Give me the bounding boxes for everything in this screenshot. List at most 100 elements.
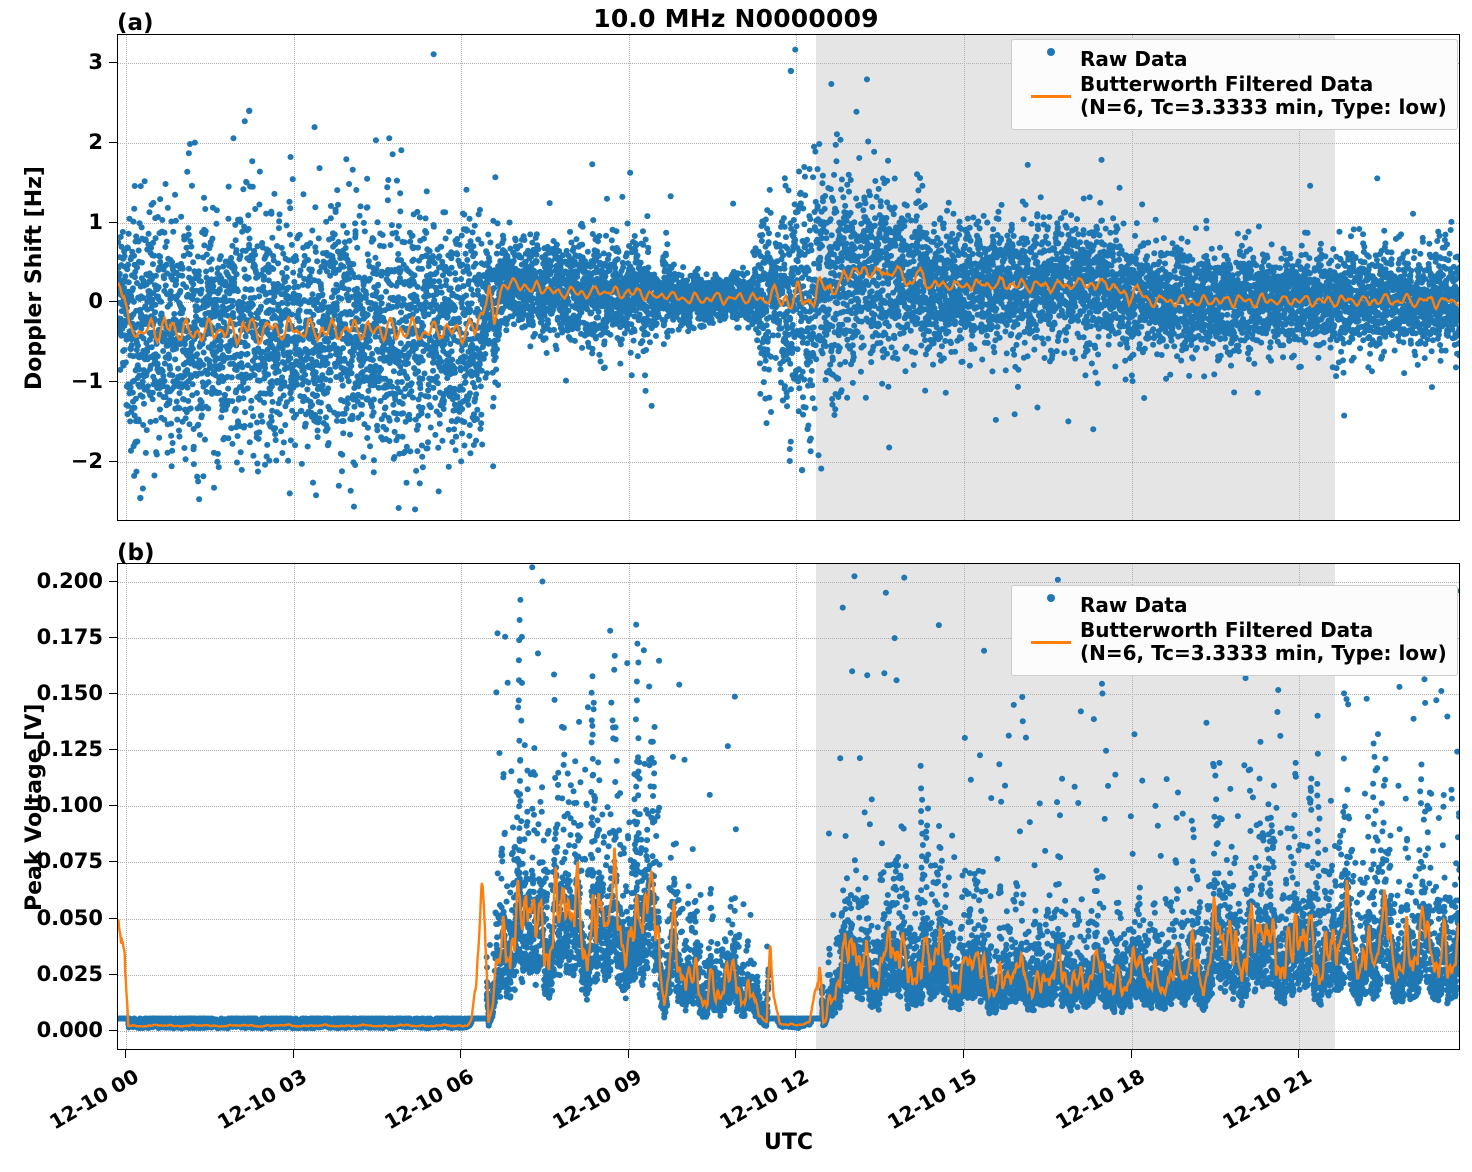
raw-data-peak-point: [1371, 888, 1378, 894]
raw-data-peak-point: [516, 836, 523, 843]
raw-data-outlier-point: [137, 494, 144, 502]
y-axis-tick-mark: [109, 749, 117, 751]
raw-data-peak-point: [589, 822, 596, 829]
filtered-line-icon: [1022, 94, 1080, 98]
x-axis-tick-mark: [963, 1050, 964, 1058]
raw-data-peak-point: [632, 716, 639, 723]
raw-data-peak-point: [1372, 767, 1379, 774]
panel-a-label: (a): [117, 10, 154, 36]
raw-data-peak-point: [919, 830, 926, 837]
y-axis-tick-label: 0.100: [36, 793, 103, 818]
x-axis-tick-label: 12-10 09: [548, 1064, 646, 1135]
legend-filtered-label: Butterworth Filtered Data (N=6, Tc=3.333…: [1080, 71, 1447, 120]
y-gridline: [118, 694, 1459, 696]
raw-data-peak-point: [588, 689, 595, 696]
raw-data-peak-point: [919, 875, 926, 882]
legend-panel-b: Raw Data Butterworth Filtered Data (N=6,…: [1011, 585, 1458, 676]
raw-data-peak-point: [919, 842, 926, 848]
peak-voltage-data-layer: [118, 564, 1459, 1032]
x-axis-tick-mark: [292, 1050, 294, 1058]
raw-data-peak-point: [516, 677, 522, 684]
raw-data-peak-point: [634, 758, 641, 765]
raw-data-peak-point: [1370, 740, 1377, 747]
raw-data-peak-point: [1315, 873, 1322, 880]
raw-data-peak-point: [590, 706, 597, 713]
y-axis-tick-label: 0.025: [36, 961, 103, 986]
raw-data-peak-point: [919, 921, 926, 928]
x-axis-tick-label: 12-10 00: [45, 1064, 144, 1135]
raw-data-peak-point: [514, 814, 521, 821]
x-axis-tick-label: 12-10 15: [883, 1064, 981, 1135]
raw-data-peak-point: [515, 792, 522, 799]
raw-data-peak-point: [1315, 907, 1322, 914]
y-axis-tick-label: 0.050: [36, 905, 103, 930]
raw-data-peak-point: [517, 757, 524, 764]
y-gridline: [118, 142, 1459, 144]
raw-data-peak-point: [590, 805, 597, 812]
raw-data-peak-point: [632, 846, 639, 853]
doppler-shift-data-layer: [118, 46, 1459, 513]
raw-data-peak-point: [1314, 930, 1321, 937]
raw-data-peak-point: [1314, 827, 1321, 833]
x-axis-tick-mark: [1298, 1050, 1300, 1058]
raw-data-outlier-point: [787, 67, 795, 75]
raw-data-peak-point: [635, 735, 642, 742]
y-axis-tick-label: 2: [88, 129, 103, 154]
raw-data-peak-point: [633, 621, 640, 628]
raw-data-peak-point: [1314, 861, 1321, 868]
y-gridline: [118, 862, 1459, 864]
y-gridline: [118, 974, 1459, 976]
raw-data-peak-point: [589, 855, 596, 862]
legend-raw-label: Raw Data: [1080, 593, 1188, 617]
y-axis-tick-mark: [109, 301, 117, 303]
y-axis-tick-label: 0.125: [36, 737, 103, 762]
x-axis-tick-mark: [460, 1050, 462, 1058]
y-axis-tick-label: 0.175: [36, 625, 103, 650]
raw-data-peak-point: [633, 697, 640, 704]
panel-b-label: (b): [117, 540, 155, 566]
y-axis-tick-mark: [109, 141, 117, 143]
y-axis-tick-mark: [109, 973, 117, 975]
x-axis-tick-mark: [125, 1050, 127, 1058]
y-axis-tick-mark: [109, 61, 117, 63]
raw-data-peak-point: [1314, 838, 1321, 845]
legend-panel-a: Raw Data Butterworth Filtered Data (N=6,…: [1011, 39, 1458, 130]
y-axis-tick-mark: [109, 580, 117, 582]
y-axis-tick-label: 0: [88, 289, 103, 314]
butterworth-filtered-line: [118, 264, 1459, 348]
y-gridline: [118, 750, 1459, 752]
raw-data-peak-point: [1372, 807, 1379, 814]
y-gridline: [118, 638, 1459, 640]
raw-data-peak-point: [1315, 850, 1322, 857]
x-axis-tick-label: 12-10 21: [1218, 1064, 1316, 1135]
raw-data-peak-point: [514, 858, 521, 865]
raw-data-peak-point: [633, 821, 640, 828]
raw-data-outlier-point: [246, 107, 253, 115]
y-gridline: [118, 918, 1459, 920]
raw-data-peak-point: [631, 859, 638, 865]
raw-data-peak-point: [1370, 861, 1377, 868]
y-axis-tick-label: 0.150: [36, 681, 103, 706]
y-axis-tick-label: 0.075: [36, 849, 103, 874]
raw-data-peak-point: [1371, 901, 1378, 908]
figure-title: 10.0 MHz N0000009: [593, 4, 879, 33]
peak-voltage-axes: [117, 563, 1460, 1050]
raw-data-peak-point: [631, 808, 638, 815]
x-axis-tick-label: 12-10 18: [1050, 1064, 1149, 1135]
raw-data-peak-point: [515, 935, 522, 942]
legend-row-filtered: Butterworth Filtered Data (N=6, Tc=3.333…: [1022, 71, 1447, 120]
raw-data-peak-point: [1316, 919, 1323, 926]
raw-data-peak-point: [632, 871, 639, 878]
raw-data-marker-icon: [1022, 594, 1080, 602]
y-axis-tick-mark: [109, 917, 117, 919]
filtered-line-icon: [1022, 640, 1080, 644]
y-axis-tick-label: 1: [88, 209, 103, 234]
x-axis-tick-mark: [1130, 1050, 1132, 1058]
legend-raw-label: Raw Data: [1080, 47, 1188, 71]
raw-data-peak-point: [633, 947, 640, 953]
raw-data-peak-point: [1314, 953, 1321, 960]
raw-data-peak-point: [918, 819, 925, 826]
raw-data-peak-point: [516, 957, 523, 964]
y-axis-tick-label: −2: [70, 449, 103, 474]
raw-data-peak-point: [515, 657, 522, 664]
